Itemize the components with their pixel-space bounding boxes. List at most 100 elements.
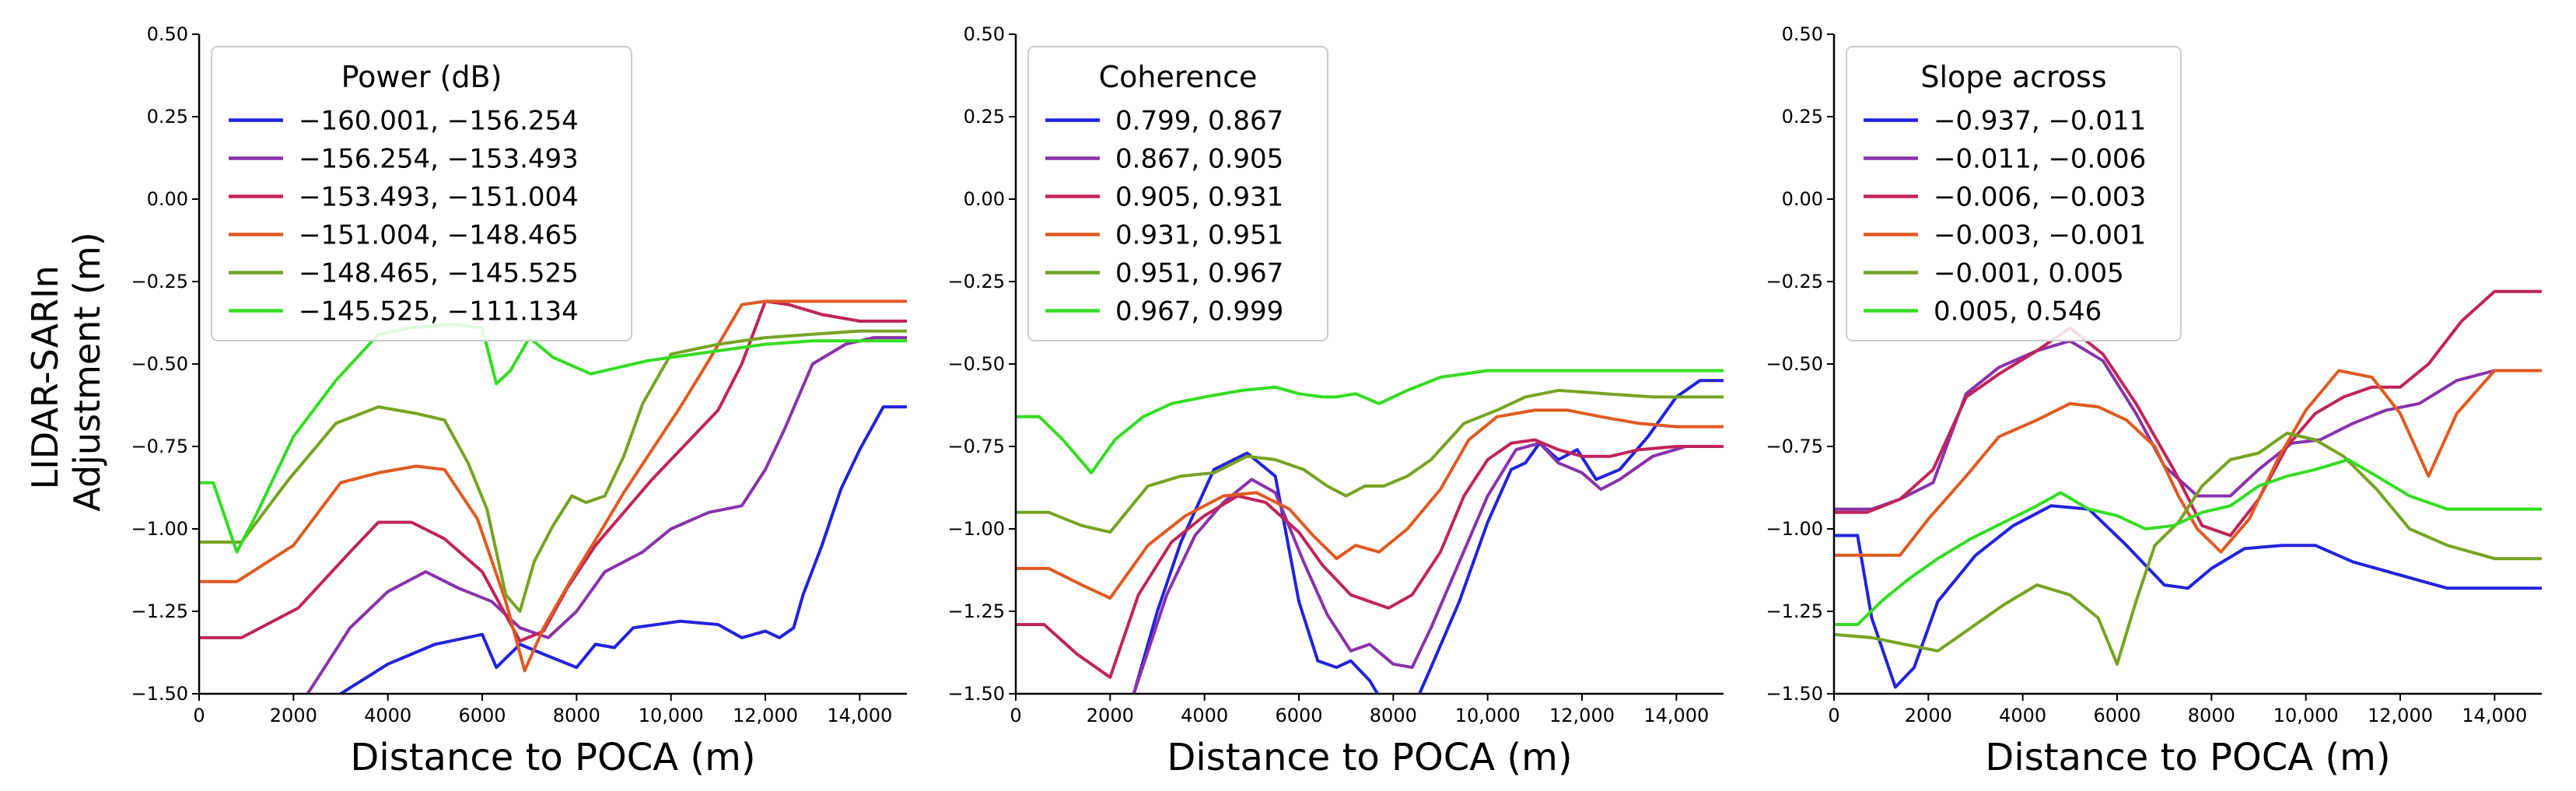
x-axis-title: Distance to POCA (m): [350, 736, 755, 779]
legend-entry-label: −0.006, −0.003: [1934, 182, 2146, 213]
y-tick-label: −1.25: [131, 600, 188, 622]
y-tick-label: 0.25: [1782, 106, 1823, 128]
legend-entry-label: −160.001, −156.254: [299, 106, 579, 137]
power-series-line-1: [339, 405, 907, 694]
y-axis-title-line-2: Adjustment (m): [66, 232, 108, 511]
y-axis-title: LIDAR-SARIn Adjustment (m): [24, 232, 108, 511]
x-tick-label: 4000: [1181, 705, 1228, 726]
legend: Coherence 0.799, 0.867 0.867, 0.905 0.905, …: [1027, 46, 1328, 341]
y-tick-label: −1.50: [947, 683, 1005, 705]
panel-power: −1.50 −1.25 −1.00 −0.75 −0.50 −0.25 0.00 0.25 0.…: [131, 23, 907, 779]
x-tick-label: 4000: [1999, 705, 2046, 726]
coherence-series-line-2: [1132, 441, 1724, 694]
legend-entry-label: 0.867, 0.905: [1115, 144, 1283, 175]
y-tick-label: −0.25: [947, 271, 1005, 292]
x-tick-label: 14,000: [1643, 705, 1709, 726]
y-tick-label: 0.00: [1782, 188, 1823, 210]
y-tick-label: 0.50: [964, 23, 1005, 45]
x-tick-label: 6000: [2093, 705, 2140, 726]
x-axis-title: Distance to POCA (m): [1985, 736, 2390, 779]
power-series-line-2: [306, 336, 907, 694]
power-series-line-3: [199, 299, 907, 643]
x-tick-label: 8000: [2188, 705, 2235, 726]
legend-box: [211, 46, 632, 341]
legend-entry-label: 0.931, 0.951: [1115, 220, 1283, 251]
y-tick-label: −1.25: [1766, 600, 1823, 622]
y-tick-label: 0.50: [147, 23, 188, 45]
coherence-series-line-6: [1016, 369, 1724, 474]
y-tick-label: −0.75: [131, 436, 188, 457]
panel-coherence: −1.50 −1.25 −1.00 −0.75 −0.50 −0.25 0.00 0.25 0.…: [947, 23, 1724, 779]
x-tick-label: 2000: [1905, 705, 1952, 726]
y-tick-label: −1.00: [131, 518, 188, 540]
slope-series-line-6: [1834, 458, 2542, 626]
x-tick-label: 8000: [1370, 705, 1417, 726]
series-group: [1834, 289, 2542, 689]
legend-entry-label: −0.003, −0.001: [1934, 220, 2146, 251]
x-tick-label: 0: [1010, 705, 1021, 726]
x-tick-label: 14,000: [827, 705, 892, 726]
x-tick-label: 0: [193, 705, 205, 726]
x-tick-label: 0: [1828, 705, 1839, 726]
series-group: [199, 299, 907, 694]
coherence-series-line-1: [1132, 379, 1724, 694]
y-tick-label: −1.00: [947, 518, 1005, 540]
legend: Slope across −0.937, −0.011 −0.011, −0.006…: [1846, 46, 2182, 341]
slope-series-line-2: [1834, 339, 2542, 511]
legend-title: Slope across: [1920, 60, 2106, 94]
legend-entry-label: −153.493, −151.004: [299, 182, 579, 213]
power-series-line-5: [199, 329, 907, 613]
y-tick-label: −0.50: [1766, 353, 1823, 375]
legend-title: Power (dB): [341, 60, 502, 94]
legend-entry-label: 0.951, 0.967: [1115, 258, 1283, 289]
y-tick-label: −0.50: [947, 353, 1005, 375]
legend: Power (dB) −160.001, −156.254 −156.254, −1…: [211, 46, 632, 341]
legend-box: [1846, 46, 2182, 341]
y-tick-label: −1.50: [131, 683, 188, 705]
y-tick-label: 0.00: [147, 188, 188, 210]
y-tick-label: −0.25: [131, 271, 188, 292]
y-tick-label: −0.50: [131, 353, 188, 375]
x-tick-label: 14,000: [2462, 705, 2527, 726]
legend-entry-label: −156.254, −153.493: [299, 144, 579, 175]
legend-entry-label: −148.465, −145.525: [299, 258, 579, 289]
coherence-series-line-4: [1016, 408, 1724, 600]
power-series-line-4: [199, 299, 907, 673]
y-tick-label: 0.25: [964, 106, 1005, 128]
x-tick-label: 2000: [270, 705, 317, 726]
y-tick-label: −1.00: [1766, 518, 1823, 540]
y-tick-label: −1.25: [947, 600, 1005, 622]
legend-entry-label: −0.001, 0.005: [1934, 258, 2124, 289]
slope-series-line-4: [1834, 369, 2542, 557]
x-tick-label: 4000: [364, 705, 411, 726]
x-tick-label: 10,000: [639, 705, 704, 726]
coherence-series-line-3: [1016, 438, 1724, 679]
legend-title: Coherence: [1099, 60, 1258, 94]
x-axis-title: Distance to POCA (m): [1167, 736, 1572, 779]
series-group: [1016, 369, 1724, 694]
legend-box: [1027, 46, 1328, 341]
x-tick-label: 12,000: [733, 705, 798, 726]
x-tick-label: 2000: [1087, 705, 1134, 726]
legend-entry-label: −0.937, −0.011: [1934, 106, 2146, 137]
y-tick-label: −0.25: [1766, 271, 1823, 292]
y-tick-label: 0.00: [964, 188, 1005, 210]
x-tick-label: 10,000: [2273, 705, 2339, 726]
legend-entry-label: −151.004, −148.465: [299, 220, 579, 251]
legend-entry-label: 0.005, 0.546: [1934, 296, 2102, 327]
slope-series-line-1: [1834, 504, 2542, 689]
y-tick-label: 0.50: [1782, 23, 1823, 45]
panel-slope: −1.50 −1.25 −1.00 −0.75 −0.50 −0.25 0.00 0.25 0.…: [1766, 23, 2542, 779]
y-tick-label: −0.75: [1766, 436, 1823, 457]
legend-entry-label: −0.011, −0.006: [1934, 144, 2146, 175]
y-tick-label: −1.50: [1766, 683, 1823, 705]
y-tick-label: −0.75: [947, 436, 1005, 457]
power-series-line-6: [199, 323, 907, 554]
coherence-series-line-5: [1016, 388, 1724, 534]
slope-series-line-3: [1834, 289, 2542, 537]
x-tick-label: 8000: [553, 705, 600, 726]
legend-entry-label: −145.525, −111.134: [299, 296, 579, 327]
slope-series-line-5: [1834, 432, 2542, 666]
x-tick-label: 6000: [1275, 705, 1322, 726]
